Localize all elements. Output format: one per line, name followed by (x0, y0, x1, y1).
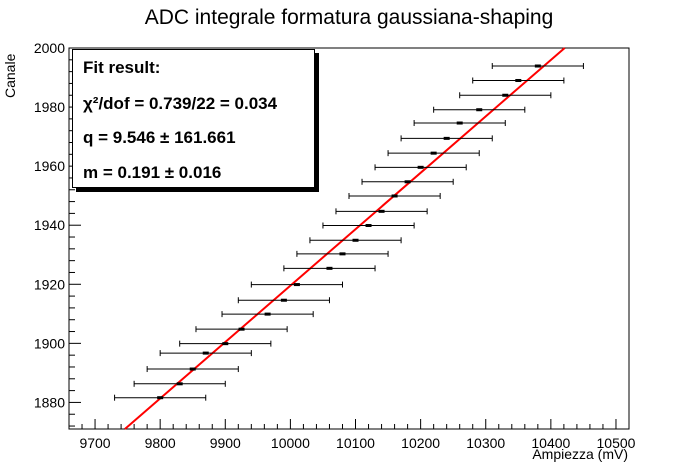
x-tick-label: 10300 (466, 435, 505, 451)
point-marker (280, 298, 287, 302)
data-point (491, 63, 584, 70)
y-tick-label: 1960 (34, 158, 65, 174)
fit-chi2: χ²/dof = 0.739/22 = 0.034 (83, 94, 278, 113)
y-axis-label: Canale (2, 53, 18, 98)
data-point (322, 222, 415, 229)
point-marker (417, 165, 424, 169)
y-tick-label: 1980 (34, 99, 65, 115)
point-marker (515, 78, 522, 82)
data-point (237, 297, 330, 304)
x-tick-label: 10400 (531, 435, 570, 451)
point-marker (264, 312, 271, 316)
data-point (433, 106, 526, 113)
point-marker (202, 351, 209, 355)
x-axis-label: Ampiezza (mV) (532, 446, 628, 462)
axes: 9700 9800 9900 10000 10100 10200 10300 10400 105… (34, 40, 636, 451)
x-tick-label: 10200 (401, 435, 440, 451)
data-point (221, 311, 314, 318)
data-point (361, 178, 454, 185)
plot-frame (68, 47, 630, 430)
point-marker (238, 327, 245, 331)
fit-line-group (124, 47, 566, 430)
data-point (283, 265, 376, 272)
y-tick-label: 2000 (34, 40, 65, 56)
point-marker (352, 238, 359, 242)
data-point (459, 92, 552, 99)
fit-q: q = 9.546 ± 161.661 (83, 128, 236, 147)
point-marker (222, 342, 229, 346)
x-tick-label: 10000 (271, 435, 310, 451)
point-marker (430, 151, 437, 155)
data-point (348, 192, 441, 199)
point-marker (339, 252, 346, 256)
data-point (195, 326, 288, 333)
data-point (114, 394, 207, 401)
point-marker (404, 180, 411, 184)
fit-m: m = 0.191 ± 0.016 (83, 163, 222, 182)
data-point (413, 120, 506, 127)
data-point (250, 281, 343, 288)
data-point (472, 77, 565, 84)
data-point (400, 135, 493, 142)
x-tick-label: 9900 (210, 435, 241, 451)
point-marker (378, 209, 385, 213)
x-tick-label: 9800 (145, 435, 176, 451)
point-marker (326, 266, 333, 270)
y-tick-label: 1900 (34, 335, 65, 351)
y-tick-label: 1940 (34, 217, 65, 233)
point-marker (157, 396, 164, 400)
x-tick-label: 10100 (336, 435, 375, 451)
point-marker (391, 194, 398, 198)
fit-line (124, 47, 566, 430)
point-marker (443, 136, 450, 140)
y-tick-label: 1880 (34, 394, 65, 410)
x-tick-label: 9700 (79, 435, 110, 451)
fit-result-box: Fit result: χ²/dof = 0.739/22 = 0.034 q … (72, 49, 315, 188)
point-marker (293, 283, 300, 287)
point-marker (189, 367, 196, 371)
point-marker (176, 382, 183, 386)
data-point (374, 164, 467, 171)
chart-title: ADC integrale formatura gaussiana-shapin… (144, 6, 554, 29)
data-point (309, 237, 402, 244)
x-tick-label: 10500 (597, 435, 636, 451)
data-point (179, 340, 272, 347)
data-point (159, 350, 252, 357)
data-point (146, 366, 239, 373)
fit-heading: Fit result: (83, 58, 161, 77)
point-marker (534, 64, 541, 68)
data-point (133, 380, 226, 387)
point-marker (502, 93, 509, 97)
data-points-group (114, 63, 584, 401)
data-point (387, 150, 480, 157)
y-tick-label: 1920 (34, 276, 65, 292)
point-marker (456, 121, 463, 125)
data-point (296, 250, 389, 257)
data-point (335, 208, 428, 215)
point-marker (476, 108, 483, 112)
point-marker (365, 224, 372, 228)
